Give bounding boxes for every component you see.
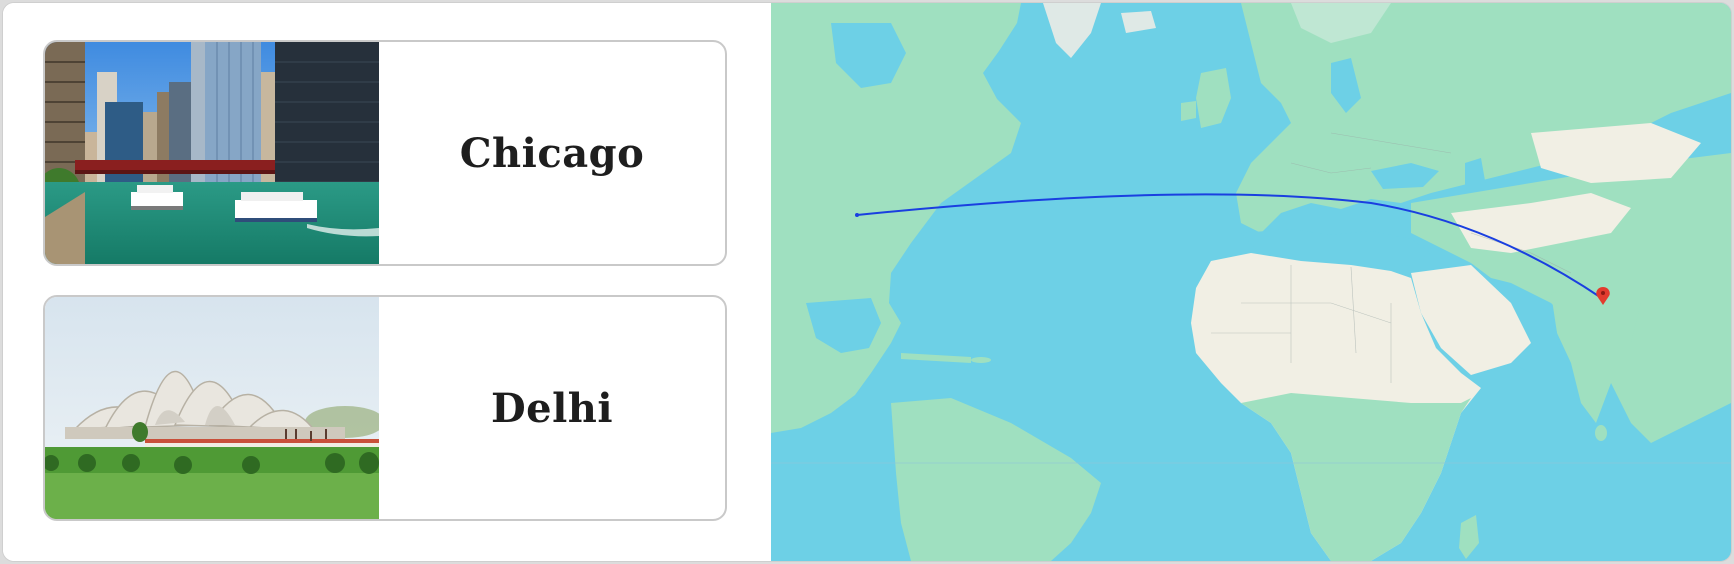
world-map[interactable] bbox=[771, 3, 1731, 561]
arabia-landmass bbox=[1411, 265, 1531, 375]
origin-marker bbox=[855, 213, 859, 217]
chicago-photo bbox=[45, 42, 379, 264]
route-line bbox=[856, 193, 1604, 300]
city-name-chicago: Chicago bbox=[459, 129, 645, 177]
india-landmass bbox=[1551, 285, 1641, 423]
city-list-panel: Chicago bbox=[3, 3, 771, 561]
greenland-landmass bbox=[1043, 3, 1101, 58]
city-name-delhi: Delhi bbox=[490, 384, 614, 432]
delhi-photo bbox=[45, 297, 379, 519]
europe-landmass bbox=[1236, 3, 1731, 233]
south-america-landmass bbox=[891, 398, 1101, 561]
destination-marker-icon bbox=[1596, 287, 1610, 305]
city-card-chicago[interactable]: Chicago bbox=[43, 40, 727, 266]
city-card-delhi[interactable]: Delhi bbox=[43, 295, 727, 521]
